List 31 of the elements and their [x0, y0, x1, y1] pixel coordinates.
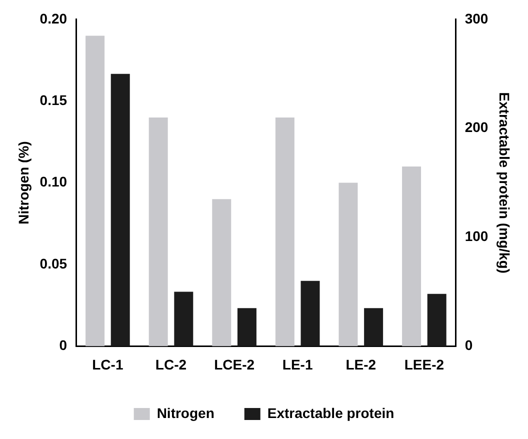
y2-tick-label: 300 [464, 10, 488, 26]
y-tick-label: 0.10 [40, 174, 68, 190]
legend-label: Extractable protein [267, 404, 394, 421]
x-tick-label: LE-2 [346, 356, 376, 372]
y2-tick-label: 200 [464, 119, 488, 136]
bar [402, 166, 422, 346]
legend-label: Nitrogen [156, 404, 214, 421]
x-tick-label: LC-2 [155, 356, 187, 372]
y2-axis-title: Extractable protein (mg/kg) [496, 92, 513, 274]
y-tick-label: 0.15 [40, 92, 68, 108]
y-tick-label: 0.05 [40, 255, 68, 272]
bar [174, 292, 194, 346]
bar [237, 308, 256, 346]
bar [338, 182, 358, 346]
x-tick-label: LCE-2 [214, 356, 255, 372]
y-tick-label: 0.20 [40, 10, 68, 26]
bar [427, 294, 446, 346]
bar [110, 74, 130, 346]
y2-tick-label: 100 [464, 228, 488, 244]
x-tick-label: LEE-2 [404, 356, 444, 372]
bar [148, 117, 168, 346]
bar [300, 280, 320, 346]
x-tick-label: LC-1 [92, 356, 124, 372]
bar [364, 308, 384, 346]
y-axis-title: Nitrogen (%) [15, 141, 32, 224]
bar [212, 199, 232, 346]
y-tick-label: 0 [59, 337, 68, 354]
x-tick-label: LE-1 [282, 356, 313, 372]
bar [86, 36, 105, 346]
bar [275, 117, 294, 346]
y2-tick-label: 0 [464, 337, 473, 354]
